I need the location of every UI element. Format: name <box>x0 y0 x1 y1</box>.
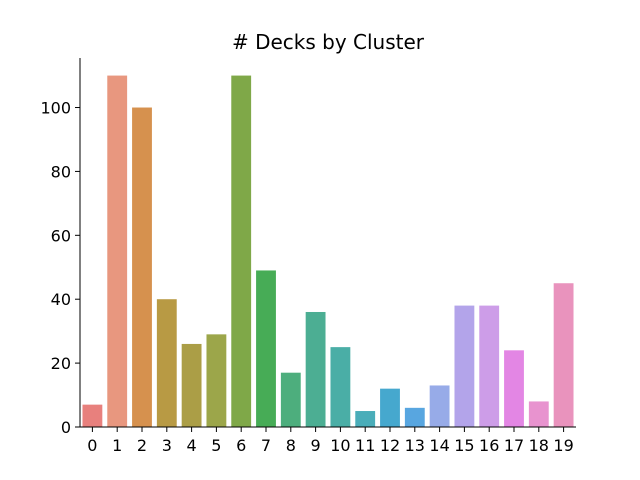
x-tick-label-7: 7 <box>261 436 271 455</box>
bar-13 <box>404 407 425 427</box>
bar-16 <box>479 305 500 427</box>
x-tick-label-4: 4 <box>187 436 197 455</box>
x-tick-label-11: 11 <box>355 436 375 455</box>
x-tick-label-19: 19 <box>553 436 573 455</box>
x-tick-label-1: 1 <box>112 436 122 455</box>
y-tick-label-20: 20 <box>51 354 71 373</box>
x-tick-label-9: 9 <box>311 436 321 455</box>
bar-6 <box>231 75 252 427</box>
x-tick-label-16: 16 <box>479 436 499 455</box>
bar-14 <box>429 385 450 427</box>
x-tick-label-5: 5 <box>211 436 221 455</box>
y-tick-label-100: 100 <box>40 99 71 118</box>
bar-17 <box>504 350 524 427</box>
x-tick-label-14: 14 <box>429 436 449 455</box>
bar-8 <box>280 372 301 427</box>
bar-11 <box>355 411 376 427</box>
x-tick-label-0: 0 <box>87 436 97 455</box>
bar-19 <box>553 283 574 427</box>
y-tick-label-80: 80 <box>51 162 71 181</box>
bar-7 <box>256 270 276 427</box>
bar-12 <box>380 388 400 427</box>
x-tick-label-3: 3 <box>162 436 172 455</box>
x-tick-label-6: 6 <box>236 436 246 455</box>
x-tick-label-8: 8 <box>286 436 296 455</box>
chart-title: # Decks by Cluster <box>232 30 425 54</box>
y-axis: 0 20 40 60 80 100 <box>40 58 81 437</box>
bar-3 <box>156 299 177 427</box>
x-tick-label-15: 15 <box>454 436 474 455</box>
bars-group <box>82 75 574 428</box>
x-tick-label-10: 10 <box>330 436 350 455</box>
bar-10 <box>330 347 351 427</box>
bar-18 <box>528 401 549 427</box>
bar-2 <box>132 107 152 428</box>
bar-0 <box>82 404 103 427</box>
y-tick-label-60: 60 <box>51 226 71 245</box>
x-axis: 0 1 2 3 4 5 6 7 8 9 10 11 12 13 14 15 16 17 18 19 <box>80 426 576 455</box>
bar-15 <box>454 305 475 427</box>
x-tick-label-18: 18 <box>529 436 549 455</box>
x-tick-label-12: 12 <box>380 436 400 455</box>
bar-5 <box>206 334 227 427</box>
y-tick-label-0: 0 <box>61 418 71 437</box>
y-tick-label-40: 40 <box>51 290 71 309</box>
x-tick-label-2: 2 <box>137 436 147 455</box>
x-tick-label-17: 17 <box>504 436 524 455</box>
bar-9 <box>305 311 326 427</box>
bar-4 <box>181 343 202 427</box>
bar-1 <box>107 75 128 427</box>
x-tick-label-13: 13 <box>405 436 425 455</box>
